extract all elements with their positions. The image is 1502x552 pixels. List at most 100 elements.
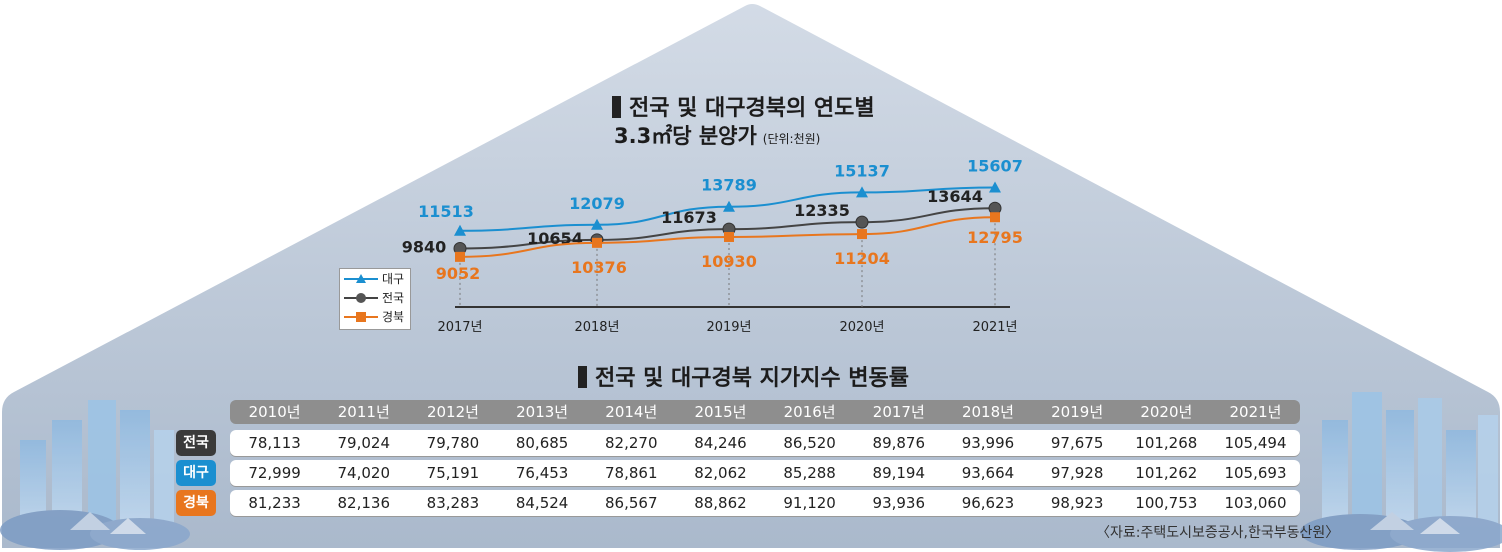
right-city-silhouette [1300, 392, 1502, 552]
table-header-cell: 2010년 [248, 403, 301, 421]
table-row-national: 전국 78,113 79,024 79,780 80,685 82,270 84… [176, 430, 1300, 456]
triangle-marker-icon [344, 273, 378, 283]
legend-label-national: 전국 [382, 291, 405, 305]
data-point-square [724, 231, 734, 242]
table-cell: 78,861 [605, 464, 658, 482]
data-label: 13644 [927, 187, 983, 206]
table-cell: 88,862 [694, 494, 747, 512]
chart2-title: 전국 및 대구경북 지가지수 변동률 [578, 360, 909, 392]
table-cell: 101,262 [1135, 464, 1198, 482]
table-header-cell: 2021년 [1229, 403, 1282, 421]
table-cell: 101,268 [1135, 434, 1198, 452]
table-cell: 97,928 [1050, 464, 1104, 482]
data-label: 9840 [402, 238, 447, 257]
table-cell: 100,753 [1135, 494, 1198, 512]
chart2-title-text: 전국 및 대구경북 지가지수 변동률 [595, 366, 909, 391]
table-cell: 93,664 [961, 464, 1015, 482]
data-point-square [990, 212, 1000, 223]
table-cell: 89,194 [872, 464, 926, 482]
source-note: 〈자료:주택도시보증공사,한국부동산원〉 [1096, 525, 1340, 541]
table-cell: 80,685 [515, 434, 569, 452]
table-cell: 93,936 [872, 494, 926, 512]
table-header-cell: 2012년 [426, 403, 479, 421]
row-label-daegu: 대구 [176, 460, 216, 486]
data-label: 15137 [834, 161, 890, 180]
data-label: 10930 [701, 252, 757, 271]
title-bullet-icon [578, 366, 587, 388]
data-label: 12335 [794, 201, 850, 220]
x-tick-label: 2021년 [972, 320, 1017, 335]
table-header-row: 2010년 2011년 2012년 2013년 2014년 2015년 2016… [230, 400, 1300, 424]
legend-item-national: 전국 [340, 288, 410, 307]
chart-legend: 대구 전국 경북 [339, 268, 411, 330]
data-point-square [592, 237, 602, 248]
table-cell: 89,876 [872, 434, 926, 452]
circle-marker-icon [344, 292, 378, 303]
table-cell: 75,191 [426, 464, 480, 482]
row-values: 81,233 82,136 83,283 84,524 86,567 88,86… [230, 490, 1300, 516]
x-tick-label: 2017년 [437, 320, 482, 335]
data-label: 11513 [418, 202, 474, 221]
legend-label-daegu: 대구 [382, 272, 405, 286]
data-label: 15607 [967, 156, 1023, 175]
chart1-subtitle: 3.3㎡당 분양가 (단위:천원) [614, 120, 820, 150]
table-cell: 82,062 [694, 464, 747, 482]
table-header-cell: 2018년 [961, 403, 1014, 421]
table-header-cell: 2015년 [694, 403, 747, 421]
table-cell: 84,246 [694, 434, 747, 452]
x-tick-label: 2020년 [839, 320, 884, 335]
data-point-square [455, 251, 465, 262]
table-row-daegu: 대구 72,999 74,020 75,191 76,453 78,861 82… [176, 460, 1300, 486]
table-cell: 84,524 [515, 494, 569, 512]
row-label-gyeongbuk: 경북 [176, 490, 216, 516]
chart1-title: 전국 및 대구경북의 연도별 [612, 90, 875, 122]
x-tick-label: 2019년 [706, 320, 751, 335]
data-label: 11204 [834, 249, 890, 268]
data-label: 9052 [436, 264, 481, 283]
table-cell: 93,996 [961, 434, 1015, 452]
row-label-national: 전국 [176, 430, 216, 456]
table-cell: 86,567 [605, 494, 658, 512]
x-tick-label: 2018년 [574, 320, 619, 335]
data-point-triangle [856, 186, 868, 198]
table-header-cell: 2020년 [1140, 403, 1193, 421]
table-header-cell: 2019년 [1051, 403, 1104, 421]
table-cell: 79,024 [337, 434, 391, 452]
data-label: 11673 [661, 208, 717, 227]
table-header-cell: 2013년 [516, 403, 569, 421]
table-header-cell: 2016년 [783, 403, 836, 421]
table-cell: 79,780 [426, 434, 480, 452]
table-header-cell: 2011년 [337, 403, 390, 421]
row-values: 72,999 74,020 75,191 76,453 78,861 82,06… [230, 460, 1300, 486]
table-cell: 98,923 [1050, 494, 1104, 512]
table-cell: 72,999 [248, 464, 301, 482]
table-cell: 103,060 [1224, 494, 1287, 512]
data-label: 12079 [569, 194, 625, 213]
table-cell: 82,136 [337, 494, 391, 512]
table-cell: 82,270 [605, 434, 658, 452]
data-point-circle [855, 215, 869, 229]
left-city-silhouette [0, 400, 190, 550]
square-marker-icon [344, 311, 378, 322]
table-cell: 86,520 [783, 434, 836, 452]
data-point-triangle [591, 218, 603, 230]
table-cell: 81,233 [248, 494, 301, 512]
table-cell: 74,020 [337, 464, 391, 482]
legend-item-daegu: 대구 [340, 269, 410, 288]
table-cell: 97,675 [1050, 434, 1104, 452]
data-point-square [857, 229, 867, 240]
table-cell: 91,120 [783, 494, 836, 512]
chart1-subtitle-text: 3.3㎡당 분양가 [614, 124, 757, 148]
table-cell: 83,283 [426, 494, 480, 512]
table-header-cell: 2017년 [872, 403, 925, 421]
data-label: 13789 [701, 176, 757, 195]
data-label: 10376 [571, 258, 627, 277]
table-header-cell: 2014년 [605, 403, 658, 421]
legend-item-gyeongbuk: 경북 [340, 307, 410, 326]
row-values: 78,113 79,024 79,780 80,685 82,270 84,24… [230, 430, 1300, 456]
table-cell: 105,494 [1224, 434, 1287, 452]
table-cell: 76,453 [515, 464, 569, 482]
title-bullet-icon [612, 96, 621, 118]
data-point-triangle [723, 200, 735, 212]
